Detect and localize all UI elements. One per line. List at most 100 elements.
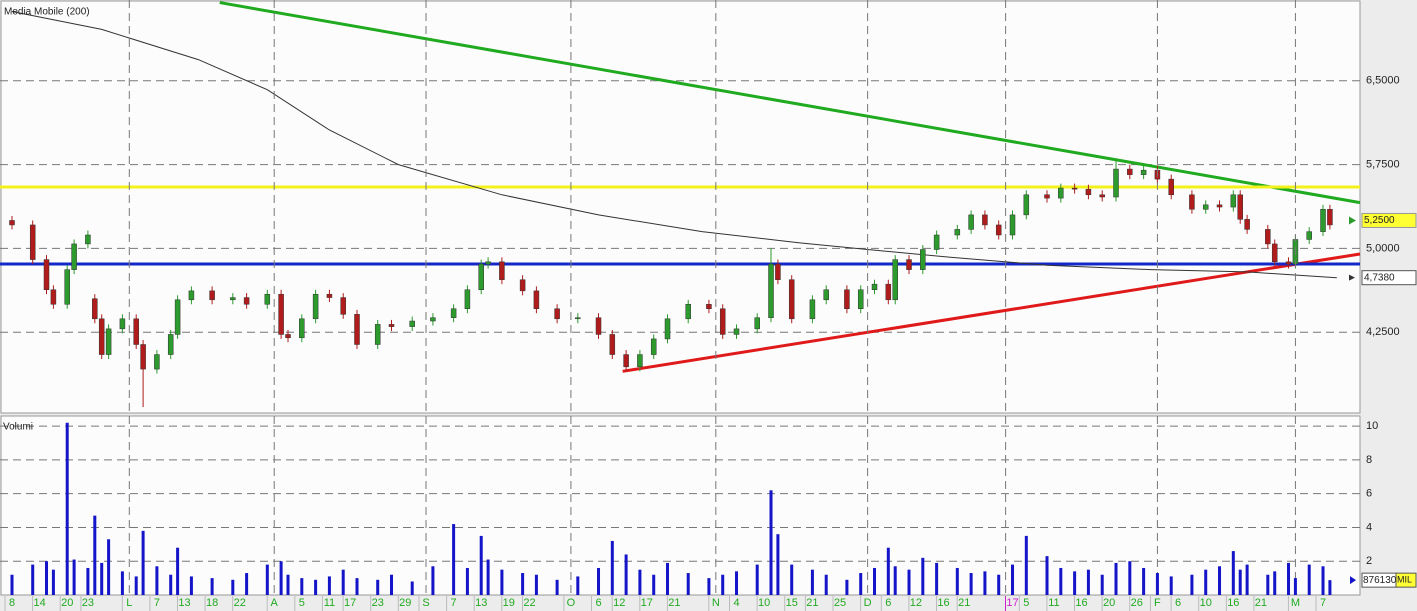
volume-bar [955, 567, 959, 595]
x-tick-label: 7 [451, 597, 457, 609]
candle [188, 286, 195, 305]
candle [388, 319, 395, 332]
x-tick-label: O [567, 597, 576, 609]
candle [519, 275, 526, 296]
y-tick-label: 4 [1366, 521, 1372, 533]
candle-body [64, 269, 70, 305]
volume-bar [1169, 576, 1173, 595]
volume-bar [624, 554, 628, 595]
unit-label: MIL [1397, 575, 1412, 585]
candle-body [954, 229, 961, 236]
candle-body [968, 214, 974, 230]
candle-body [1140, 169, 1147, 175]
candle [264, 289, 271, 309]
volume-bar [376, 579, 380, 595]
volume-bar [134, 576, 138, 595]
candle-body [264, 293, 271, 305]
candle-body [892, 259, 898, 301]
volume-bar [1328, 580, 1332, 595]
candle-body [857, 289, 864, 309]
x-tick-label: M [1291, 597, 1300, 609]
candle-body [1265, 229, 1271, 245]
candle [92, 294, 98, 324]
candle [485, 257, 491, 269]
volume-bar [1245, 564, 1249, 595]
volume-bar [859, 573, 863, 595]
volume-bar [1114, 562, 1118, 595]
candle-body [933, 234, 940, 250]
candle [354, 309, 360, 349]
last-price-box [1361, 212, 1417, 228]
volume-bar [141, 530, 145, 595]
candle [1244, 214, 1250, 234]
volume-bar [983, 571, 987, 595]
volume-bar [65, 422, 69, 595]
candle-body [388, 324, 395, 327]
candle-body [299, 318, 305, 339]
volume-bar [824, 574, 828, 595]
volume-bar [686, 573, 690, 595]
candle [954, 224, 961, 240]
volume-bar [45, 561, 49, 595]
candle [105, 324, 112, 360]
candle-body [788, 279, 795, 320]
volume-bar [769, 490, 773, 595]
candle [285, 329, 291, 343]
candle [754, 313, 760, 334]
candle [43, 255, 50, 295]
candle [885, 279, 892, 305]
candle-body [982, 214, 988, 226]
volume-bar [652, 574, 656, 595]
volume-bar [169, 574, 173, 595]
volume-bar [100, 562, 104, 595]
volume-bar [1086, 569, 1090, 595]
candle [499, 257, 505, 285]
candle [1216, 200, 1223, 212]
candle-body [554, 308, 560, 320]
volume-bar [1011, 564, 1015, 595]
candle [85, 230, 91, 249]
candle [706, 299, 712, 314]
volume-bar [1287, 562, 1291, 595]
candle-body [133, 318, 139, 345]
candle [1320, 204, 1326, 237]
candle [1009, 210, 1016, 240]
y-tick-label: 6 [1366, 488, 1372, 500]
volume-bar [666, 562, 670, 595]
volume-title: Volumi [3, 422, 33, 433]
candle [374, 319, 381, 349]
candle [174, 295, 181, 339]
volume-bar [1128, 561, 1132, 595]
last-price-arrow [1349, 216, 1356, 225]
volume-bar [231, 579, 235, 595]
volume-bar [210, 578, 214, 595]
x-tick-label: 16 [1227, 597, 1239, 609]
y-tick-label: 8 [1366, 454, 1372, 466]
volume-bar [1073, 571, 1077, 595]
volume-bar [245, 573, 249, 595]
volume-bar [790, 564, 794, 595]
volume-bar [1155, 573, 1159, 595]
volume-bar [86, 567, 90, 595]
ma-legend: Media Mobile (200) [4, 7, 90, 18]
x-tick-label: 13 [475, 597, 487, 609]
x-tick-label: 19 [503, 597, 515, 609]
candle [1237, 190, 1243, 224]
volume-bar [327, 576, 331, 595]
candle-body [775, 263, 781, 280]
candle-body [685, 304, 691, 320]
unit-box [1395, 572, 1417, 588]
volume-bar [935, 562, 939, 595]
moving-average [11, 11, 1337, 279]
candle-body [154, 354, 160, 370]
candle-body [71, 243, 77, 270]
plot-layer [0, 0, 1361, 595]
x-tick-label: 17 [641, 597, 653, 609]
candle [133, 314, 139, 349]
candle-body [533, 290, 540, 309]
candle-body [1320, 209, 1326, 232]
volume-bar [638, 569, 642, 595]
candle [768, 248, 774, 323]
candle [1044, 190, 1050, 203]
